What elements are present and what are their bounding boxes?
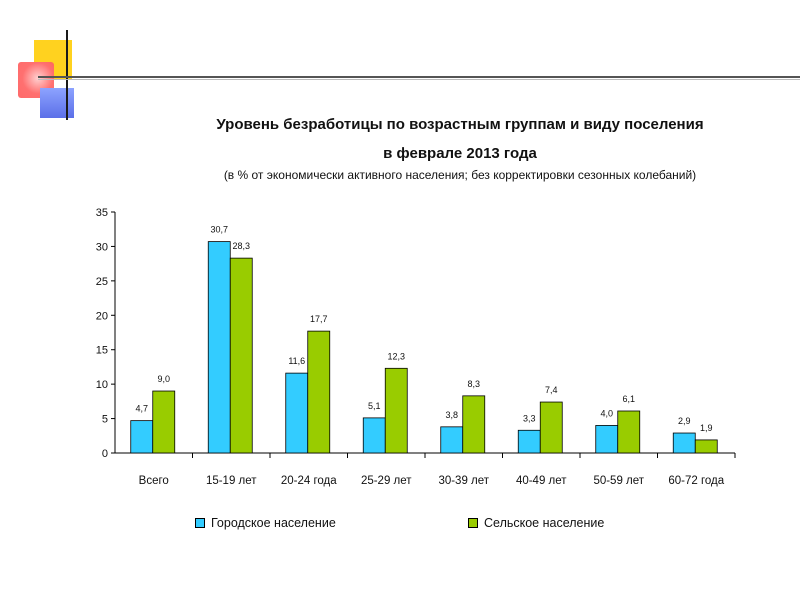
x-tick-label: 60-72 года — [668, 475, 724, 487]
data-label-urban: 11,6 — [288, 356, 305, 366]
bar-urban — [440, 426, 464, 454]
decor-vertical-line — [66, 30, 68, 120]
x-tick-label: Всего — [139, 475, 169, 487]
legend-swatch-rural — [468, 518, 478, 528]
bar-rural — [229, 257, 253, 454]
chart-title: Уровень безработицы по возрастным группа… — [216, 116, 704, 133]
bar-rural — [384, 367, 408, 454]
x-tick-label: 30-39 лет — [438, 475, 489, 487]
data-label-rural: 12,3 — [387, 351, 405, 361]
bar-urban — [672, 432, 696, 454]
data-label-urban: 4,7 — [135, 404, 148, 414]
bar-rural — [694, 439, 718, 454]
bar-urban — [207, 241, 231, 454]
decor-blue-square — [40, 88, 74, 118]
y-tick-label: 25 — [96, 276, 108, 288]
y-tick-label: 20 — [96, 310, 108, 322]
data-label-urban: 3,3 — [523, 413, 536, 423]
data-label-rural: 28,3 — [232, 241, 250, 251]
data-label-rural: 9,0 — [157, 374, 170, 384]
bar-urban — [130, 420, 154, 454]
y-tick-label: 5 — [102, 414, 108, 426]
legend-item-rural: Сельское население — [468, 516, 604, 530]
legend-swatch-urban — [195, 518, 205, 528]
bar-rural — [617, 410, 641, 454]
y-tick-label: 15 — [96, 345, 108, 357]
legend-label-rural: Сельское население — [484, 516, 605, 530]
y-tick-label: 0 — [102, 448, 108, 460]
data-label-rural: 1,9 — [700, 423, 713, 433]
data-label-rural: 17,7 — [310, 314, 328, 324]
data-label-rural: 7,4 — [545, 385, 558, 395]
data-label-rural: 8,3 — [467, 379, 480, 389]
chart-title-line2: в феврале 2013 года — [383, 145, 537, 162]
y-tick-label: 10 — [96, 379, 108, 391]
x-tick-label: 15-19 лет — [206, 475, 257, 487]
bar-rural — [462, 395, 486, 454]
bar-urban — [362, 417, 386, 454]
decor-horizontal-line — [38, 76, 800, 78]
bar-urban — [285, 372, 309, 454]
bar-urban — [517, 429, 541, 454]
legend-item-urban: Городское население — [195, 516, 336, 530]
data-label-urban: 5,1 — [368, 401, 381, 411]
data-label-urban: 2,9 — [678, 416, 691, 426]
chart-subtitle: (в % от экономически активного населения… — [223, 168, 697, 182]
x-tick-label: 40-49 лет — [516, 475, 567, 487]
data-label-rural: 6,1 — [622, 394, 635, 404]
x-tick-label: 25-29 лет — [361, 475, 412, 487]
bar-rural — [152, 390, 176, 454]
decor-horizontal-line-shadow — [38, 79, 800, 80]
data-label-urban: 4,0 — [600, 408, 613, 418]
data-label-urban: 3,8 — [445, 410, 458, 420]
legend-label-urban: Городское население — [211, 516, 336, 530]
y-tick-label: 35 — [96, 207, 108, 219]
x-tick-label: 50-59 лет — [593, 475, 644, 487]
x-tick-label: 20-24 года — [281, 475, 337, 487]
bar-rural — [307, 330, 331, 454]
bar-rural — [539, 401, 563, 454]
data-label-urban: 30,7 — [210, 225, 228, 235]
bar-urban — [595, 425, 619, 454]
y-tick-label: 30 — [96, 241, 108, 253]
